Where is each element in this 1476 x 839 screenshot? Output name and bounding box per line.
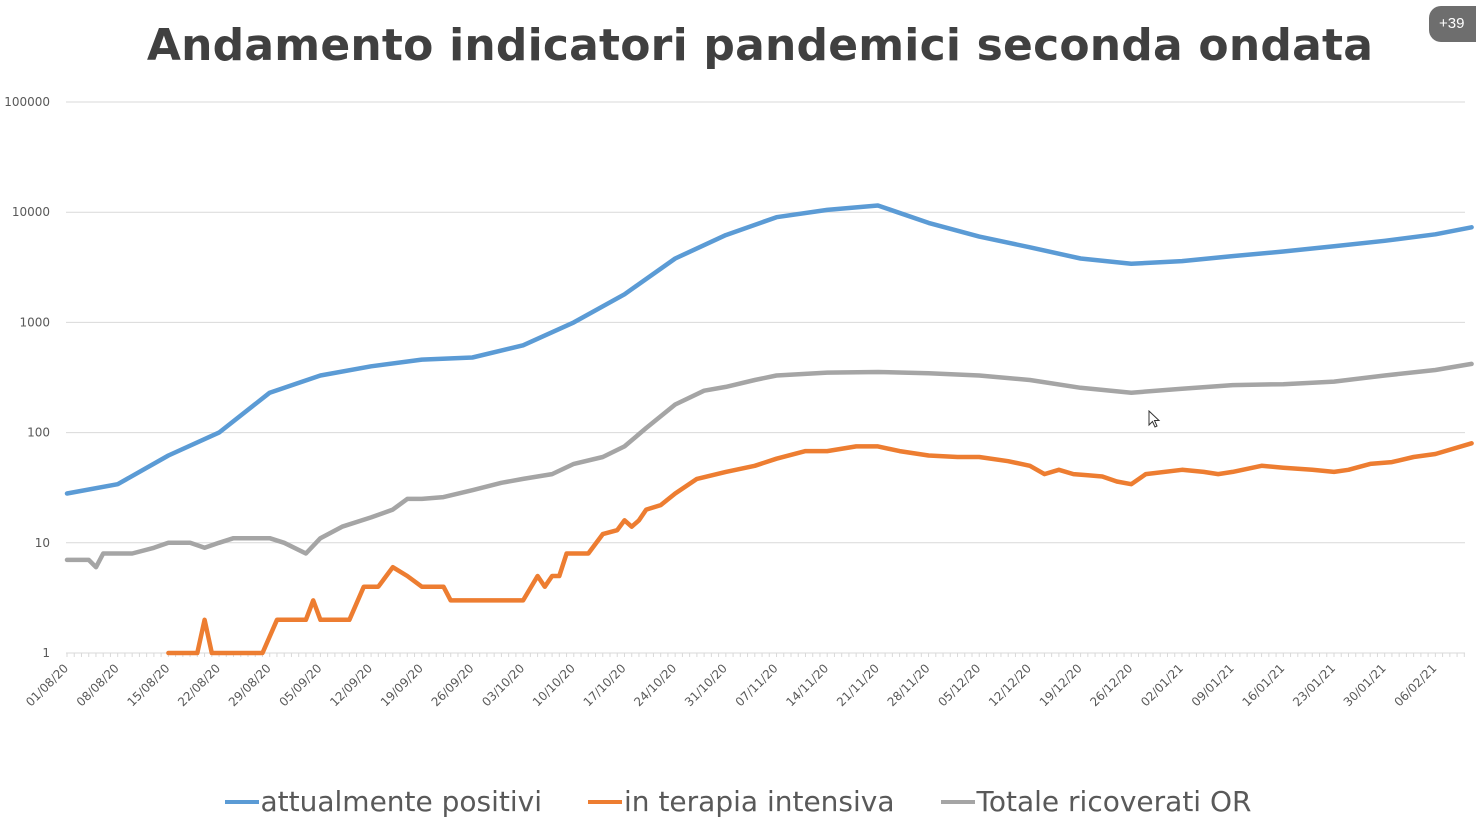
x-tick-label: 19/09/20 <box>378 661 426 709</box>
legend-label: attualmente positivi <box>260 785 543 818</box>
x-tick-label: 06/02/21 <box>1391 661 1439 709</box>
legend-swatch <box>224 799 259 804</box>
x-tick-label: 23/01/21 <box>1290 661 1338 709</box>
x-tick-label: 14/11/20 <box>783 661 831 709</box>
x-tick-label: 19/12/20 <box>1037 661 1085 709</box>
x-tick-label: 03/10/20 <box>479 661 527 709</box>
x-tick-label: 26/12/20 <box>1087 661 1135 709</box>
x-tick-label: 09/01/21 <box>1189 661 1237 709</box>
legend-label: Totale ricoverati OR <box>976 785 1252 818</box>
mouse-cursor-icon <box>1148 410 1161 428</box>
series-line-0 <box>64 203 1474 496</box>
x-tick-label: 24/10/20 <box>631 661 679 709</box>
legend-item: attualmente positivi <box>224 785 543 818</box>
legend-swatch <box>588 799 623 804</box>
x-tick-label: 12/12/20 <box>986 661 1034 709</box>
participant-count-badge[interactable]: +39 <box>1429 6 1476 42</box>
y-axis-labels: 1 10 100 1000 10000 100000 <box>4 95 50 660</box>
x-tick-label: 05/09/20 <box>277 661 325 709</box>
y-tick-label: 10000 <box>12 205 50 219</box>
legend-swatch <box>940 799 975 804</box>
x-tick-label: 08/08/20 <box>74 661 122 709</box>
x-tick-label: 16/01/21 <box>1239 661 1287 709</box>
series-line-2 <box>64 361 1474 570</box>
chart-title: Andamento indicatori pandemici seconda o… <box>146 20 1374 71</box>
x-tick-label: 31/10/20 <box>682 661 730 709</box>
y-tick-label: 100000 <box>4 95 50 109</box>
x-tick-label: 10/10/20 <box>530 661 578 709</box>
x-tick-label: 22/08/20 <box>175 661 223 709</box>
x-tick-label: 05/12/20 <box>935 661 983 709</box>
x-axis: 01/08/20 08/08/20 15/08/20 22/08/20 29/08/20… <box>23 652 1465 709</box>
y-tick-label: 100 <box>27 426 50 440</box>
legend-label: in terapia intensiva <box>624 785 895 818</box>
x-tick-label: 21/11/20 <box>834 661 882 709</box>
x-tick-label: 15/08/20 <box>124 661 172 709</box>
x-tick-label: 26/09/20 <box>429 661 477 709</box>
y-tick-label: 1 <box>42 646 50 660</box>
chart-legend: attualmente positivi in terapia intensiva… <box>0 785 1476 818</box>
series-lines <box>64 203 1474 656</box>
legend-item: Totale ricoverati OR <box>940 785 1252 818</box>
x-tick-label: 01/08/20 <box>23 661 71 709</box>
chart-plot: 1 10 100 1000 10000 100000 01/08/20 08/08/20 15… <box>4 95 1474 709</box>
series-line-1 <box>166 441 1474 656</box>
x-tick-label: 07/11/20 <box>733 661 781 709</box>
x-tick-label: 28/11/20 <box>885 661 933 709</box>
y-tick-label: 1000 <box>19 315 50 329</box>
x-tick-label: 02/01/21 <box>1138 661 1186 709</box>
y-tick-label: 10 <box>35 536 50 550</box>
legend-item: in terapia intensiva <box>588 785 895 818</box>
x-tick-label: 17/10/20 <box>581 661 629 709</box>
x-tick-label: 12/09/20 <box>327 661 375 709</box>
x-tick-label: 30/01/21 <box>1341 661 1389 709</box>
x-tick-label: 29/08/20 <box>226 661 274 709</box>
